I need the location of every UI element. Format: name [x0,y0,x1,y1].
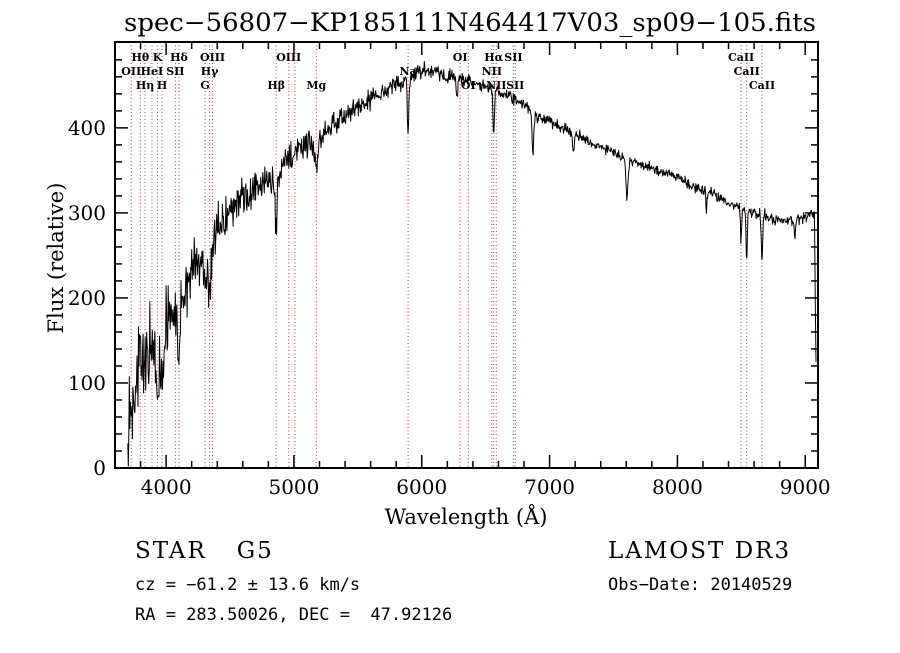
spectral-line-label: CaII [728,51,754,64]
x-tick-label: 5000 [268,475,319,499]
x-tick-label: 6000 [396,475,447,499]
spectral-line-label: OII [121,65,141,78]
x-tick-label: 7000 [524,475,575,499]
spectral-line-label: Hη [136,79,154,92]
spectral-line-label: CaII [749,79,775,92]
y-tick-label: 300 [68,201,106,225]
spectral-line-label: SII [504,51,522,64]
spectral-line-label: NII [482,65,502,78]
spectrum-line [127,60,817,467]
y-tick-label: 100 [68,371,106,395]
object-class: STAR [135,538,207,564]
plot-frame [114,41,819,469]
spectral-line-label: Mg [306,79,326,92]
y-tick-label: 200 [68,286,106,310]
plot-title: spec−56807−KP185111N464417V03_sp09−105.f… [124,8,816,37]
spectral-line-label: Hγ [201,65,219,78]
x-tick-label: 8000 [652,475,703,499]
spectral-line-label: OIII [276,51,301,64]
chart-layer: OIIHθHηHeIKHSIIHδGHγOIIIHβOIIIMgNaOIOINI… [68,41,831,499]
spectral-line-label: CaII [734,65,760,78]
spectral-line-label: OIII [200,51,225,64]
spectral-line-label: K [153,51,163,64]
spectral-line-label: OI [453,51,468,64]
spectral-line-label: HeI [141,65,164,78]
x-tick-label: 4000 [141,475,192,499]
cz-value: cz = −61.2 ± 13.6 km/s [135,575,360,595]
spectral-line-label: SII [166,65,184,78]
spectral-line-label: G [200,79,209,92]
survey-label: LAMOST DR3 [608,538,791,564]
spectral-line-label: SII [506,79,524,92]
spectral-line-label: Hα [484,51,503,64]
spectral-line-label: H [157,79,167,92]
spectral-line-label: Hδ [170,51,188,64]
spectral-line-label: Hβ [267,79,285,92]
x-tick-label: 9000 [780,475,831,499]
y-tick-label: 400 [68,116,106,140]
x-axis-label: Wavelength (Å) [385,504,548,529]
object-subclass: G5 [237,538,274,564]
y-axis-label: Flux (relative) [44,183,68,334]
spectral-line-label: OI [461,79,476,92]
spectral-line-label: Hθ [131,51,149,64]
obs-date: Obs−Date: 20140529 [608,575,792,595]
object-class-line: STAR G5 [135,538,274,564]
y-tick-label: 0 [93,456,106,480]
coordinates: RA = 283.50026, DEC = 47.92126 [135,605,452,625]
